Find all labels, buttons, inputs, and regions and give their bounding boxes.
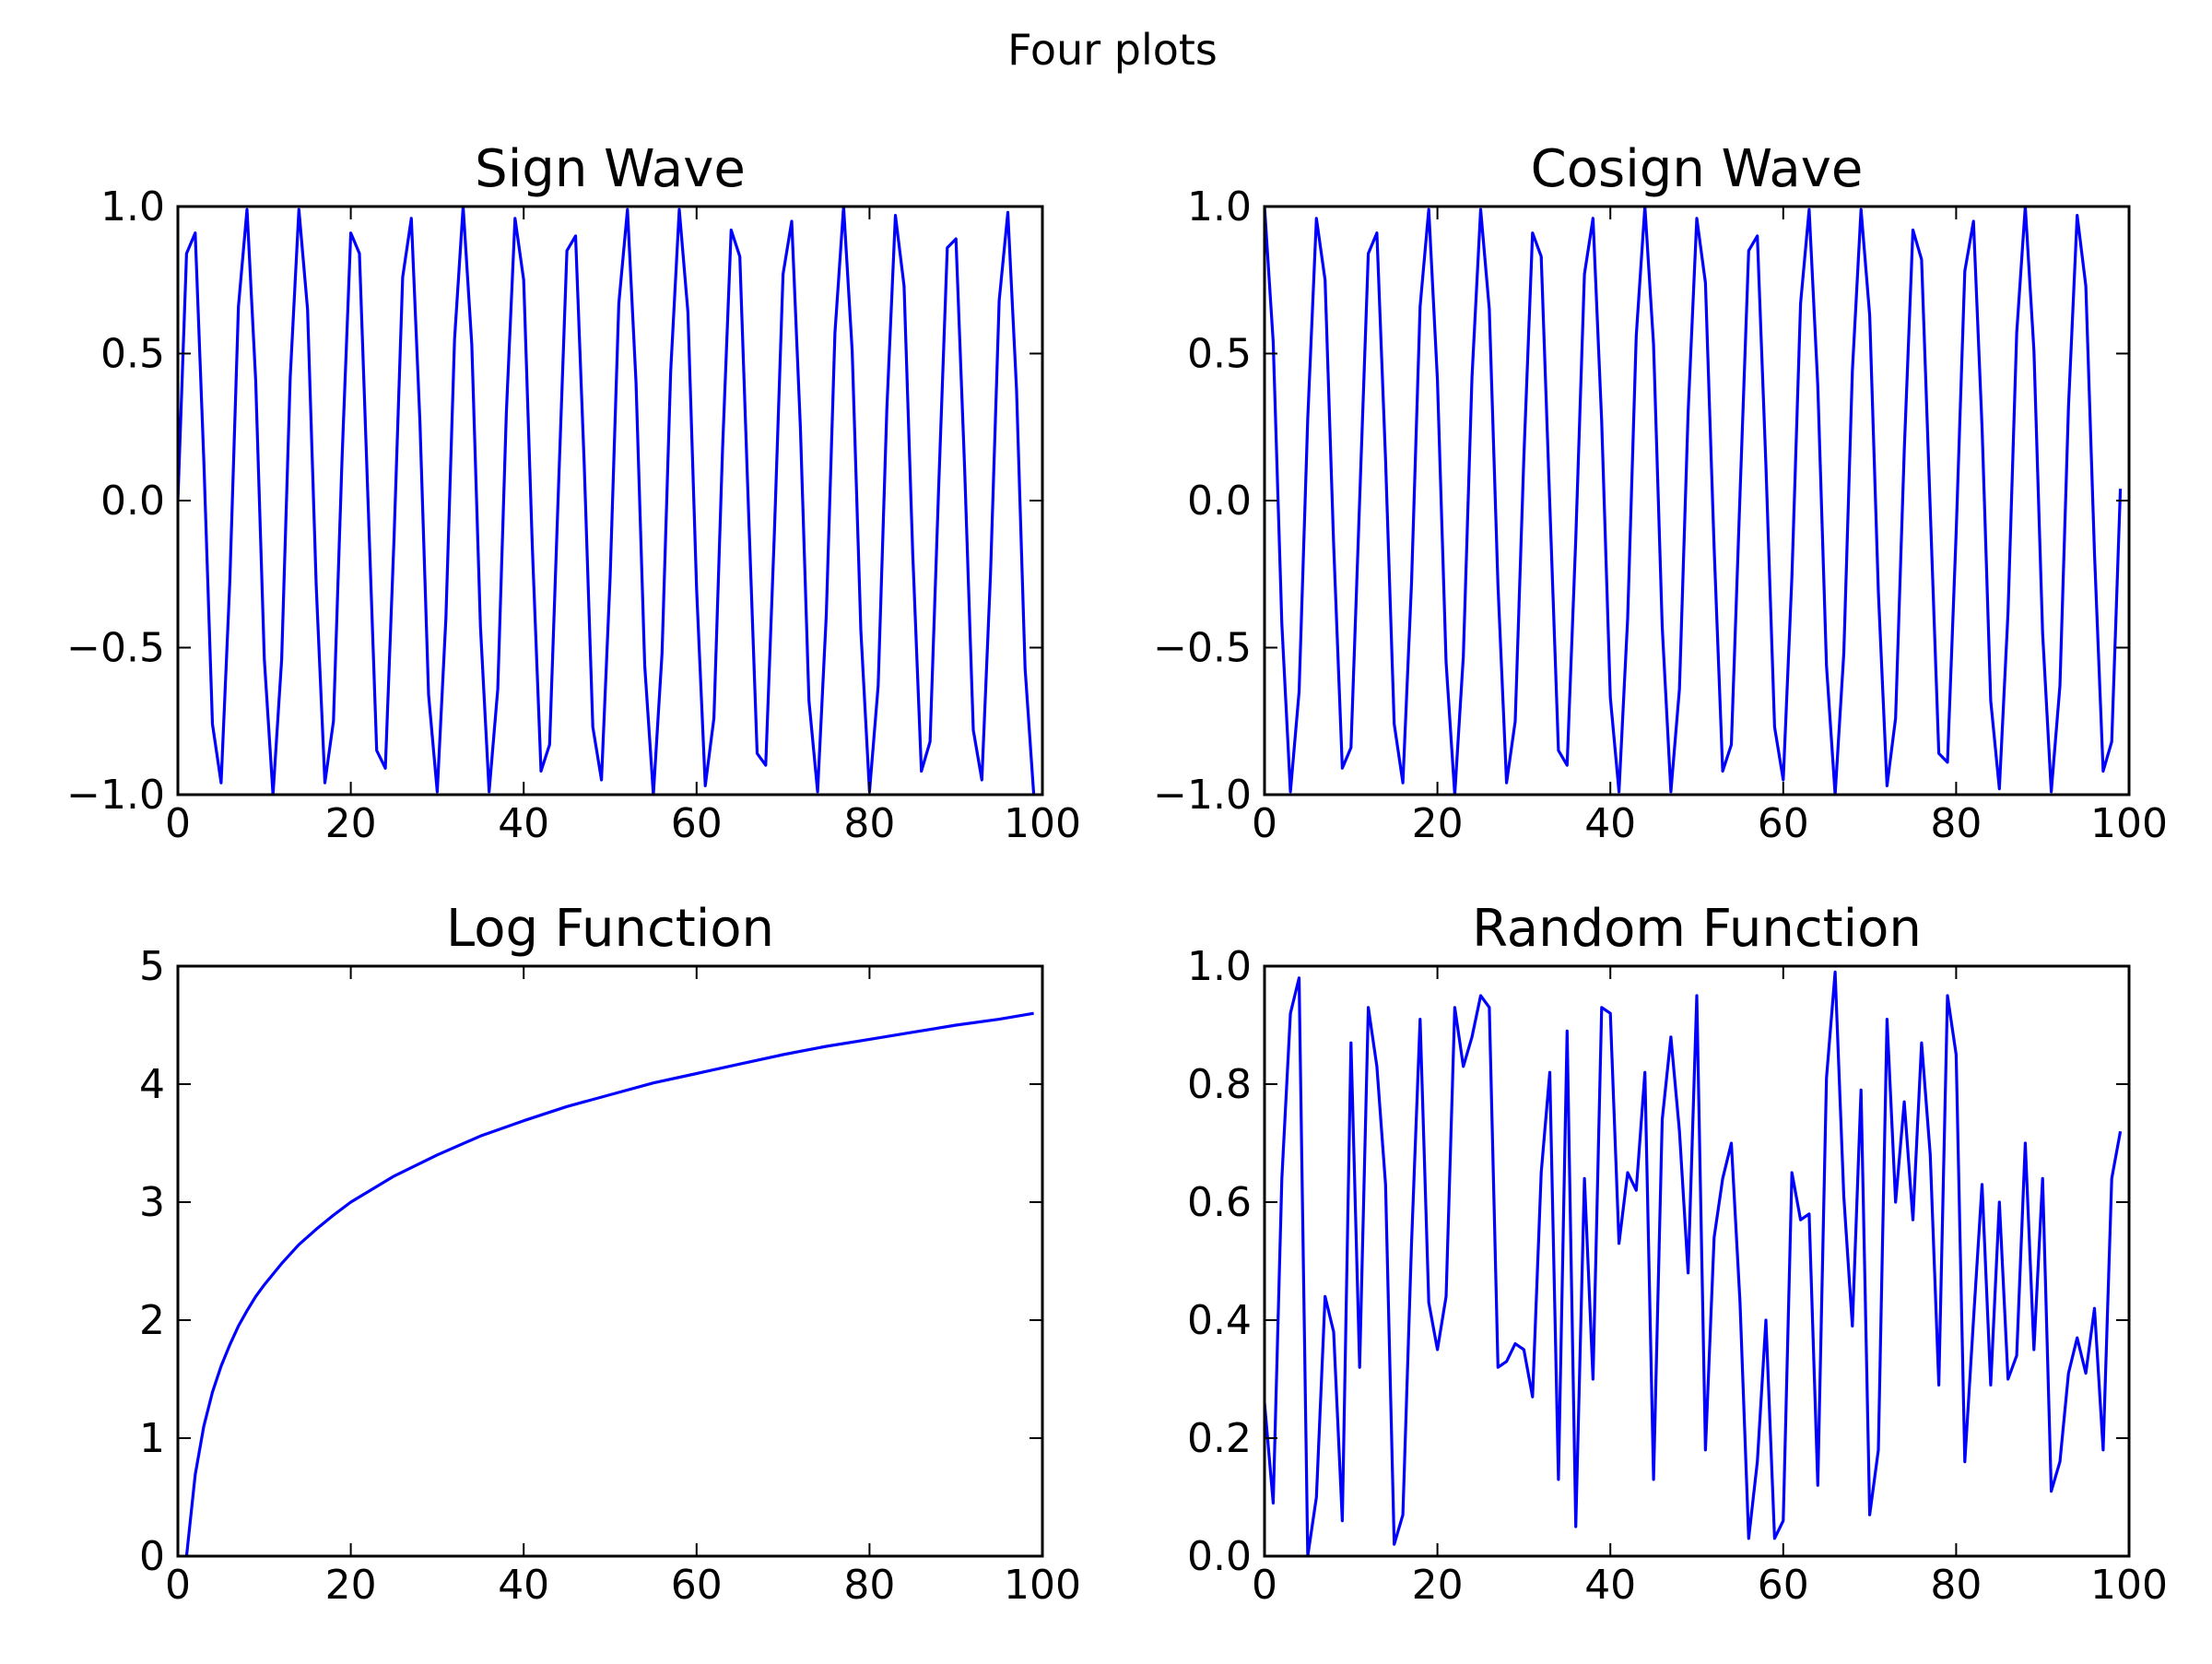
sign-wave-plot-y-tick-label: 0.0 bbox=[100, 478, 165, 525]
cosign-wave-plot-x-tick-label: 60 bbox=[1758, 800, 1809, 847]
random-function-plot-y-tick-label: 0.0 bbox=[1187, 1533, 1252, 1580]
sign-wave-plot-y-tick-label: 0.5 bbox=[100, 331, 165, 378]
random-function-plot-x-tick-label: 60 bbox=[1758, 1562, 1809, 1609]
figure-suptitle: Four plots bbox=[1007, 25, 1218, 75]
log-function-plot-x-tick-label: 0 bbox=[165, 1562, 191, 1609]
cosign-wave-plot-y-tick-label: 1.0 bbox=[1187, 183, 1252, 230]
log-function-plot-y-tick-label: 1 bbox=[139, 1415, 165, 1462]
cosign-wave-plot: 0 20 40 60 80 100 −1.0 −0.5 0.0 0.5 1.0 Cosign Wave bbox=[1153, 139, 2168, 847]
cosign-wave-plot-x-tick-label: 0 bbox=[1252, 800, 1277, 847]
sign-wave-plot-x-tick-label: 60 bbox=[671, 800, 723, 847]
log-function-plot-x-tick-label: 40 bbox=[498, 1562, 549, 1609]
random-function-plot-x-tick-label: 80 bbox=[1930, 1562, 1982, 1609]
log-function-plot-x-tick-label: 20 bbox=[325, 1562, 377, 1609]
random-function-plot-x-tick-label: 40 bbox=[1584, 1562, 1636, 1609]
log-function-plot-series-line bbox=[184, 1011, 1034, 1556]
cosign-wave-plot-x-tick-label: 20 bbox=[1412, 800, 1464, 847]
cosign-wave-plot-x-tick-label: 80 bbox=[1930, 800, 1982, 847]
sign-wave-plot-x-tick-label: 100 bbox=[1004, 800, 1081, 847]
cosign-wave-plot-title: Cosign Wave bbox=[1531, 139, 1864, 199]
sign-wave-plot-x-tick-label: 0 bbox=[165, 800, 191, 847]
log-function-plot-y-tick-label: 4 bbox=[139, 1061, 165, 1108]
log-function-plot-y-tick-label: 0 bbox=[139, 1533, 165, 1580]
log-function-plot-x-tick-label: 60 bbox=[671, 1562, 723, 1609]
random-function-plot-y-tick-label: 1.0 bbox=[1187, 943, 1252, 990]
sign-wave-plot-series-line bbox=[178, 207, 1036, 795]
log-function-plot-y-tick-label: 2 bbox=[139, 1297, 165, 1344]
sign-wave-plot-x-tick-label: 80 bbox=[843, 800, 895, 847]
random-function-plot-y-tick-label: 0.8 bbox=[1187, 1061, 1252, 1108]
log-function-plot-x-tick-label: 100 bbox=[1004, 1562, 1081, 1609]
cosign-wave-plot-x-tick-label: 40 bbox=[1584, 800, 1636, 847]
log-function-plot-title: Log Function bbox=[446, 899, 774, 959]
log-function-plot-y-tick-label: 3 bbox=[139, 1179, 165, 1226]
cosign-wave-plot-y-tick-label: 0.5 bbox=[1187, 331, 1252, 378]
sign-wave-plot-y-tick-label: −0.5 bbox=[66, 625, 165, 672]
log-function-plot-x-tick-label: 80 bbox=[843, 1562, 895, 1609]
random-function-plot-axes-frame bbox=[1263, 964, 2131, 1558]
random-function-plot-series-line bbox=[1265, 970, 2123, 1556]
random-function-plot-title: Random Function bbox=[1472, 899, 1922, 959]
log-function-plot: 0 20 40 60 80 100 0 1 2 3 4 5 Log Function bbox=[139, 899, 1081, 1609]
cosign-wave-plot-y-tick-label: −1.0 bbox=[1153, 772, 1252, 819]
cosign-wave-plot-y-tick-label: −0.5 bbox=[1153, 625, 1252, 672]
random-function-plot-x-tick-label: 100 bbox=[2090, 1562, 2168, 1609]
sign-wave-plot-x-tick-label: 20 bbox=[325, 800, 377, 847]
random-function-plot-x-tick-label: 0 bbox=[1252, 1562, 1277, 1609]
cosign-wave-plot-series-line bbox=[1265, 207, 2123, 795]
random-function-plot-y-tick-label: 0.4 bbox=[1187, 1297, 1252, 1344]
cosign-wave-plot-y-tick-label: 0.0 bbox=[1187, 478, 1252, 525]
sign-wave-plot: 0 20 40 60 80 100 −1.0 −0.5 0.0 0.5 1.0 Sign Wave bbox=[66, 139, 1081, 847]
random-function-plot-y-tick-label: 0.2 bbox=[1187, 1415, 1252, 1462]
sign-wave-plot-x-tick-label: 40 bbox=[498, 800, 549, 847]
log-function-plot-axes-frame bbox=[176, 964, 1044, 1558]
log-function-plot-y-tick-label: 5 bbox=[139, 943, 165, 990]
random-function-plot: 0 20 40 60 80 100 0.0 0.2 0.4 0.6 0.8 1.0 Random Fun… bbox=[1187, 899, 2168, 1609]
sign-wave-plot-title: Sign Wave bbox=[475, 139, 746, 199]
cosign-wave-plot-x-tick-label: 100 bbox=[2090, 800, 2168, 847]
random-function-plot-x-tick-label: 20 bbox=[1412, 1562, 1464, 1609]
random-function-plot-y-tick-label: 0.6 bbox=[1187, 1179, 1252, 1226]
sign-wave-plot-y-tick-label: −1.0 bbox=[66, 772, 165, 819]
sign-wave-plot-y-tick-label: 1.0 bbox=[100, 183, 165, 230]
